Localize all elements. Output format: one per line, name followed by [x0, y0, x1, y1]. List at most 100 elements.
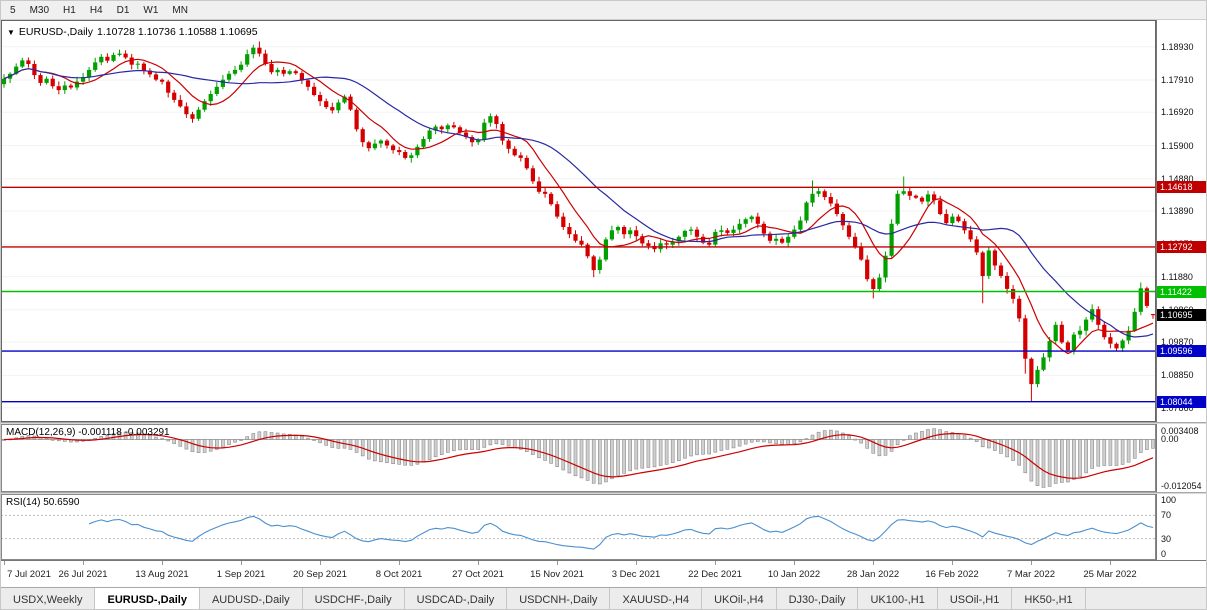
- date-axis[interactable]: 7 Jul 2021 26 Jul 2021 13 Aug 2021 1 Sep 20…: [1, 560, 1206, 587]
- date-tick: [715, 561, 716, 565]
- level-price-tag: 1.12792: [1157, 240, 1206, 253]
- price-tick-label: 1.08850: [1161, 370, 1194, 381]
- macd-name: MACD(12,26,9): [6, 427, 76, 438]
- rsi-plot[interactable]: RSI(14) 50.6590: [1, 494, 1156, 560]
- main-chart-panel: ▼ EURUSD-,Daily 1.10728 1.10736 1.10588 …: [1, 20, 1206, 422]
- date-tick: [873, 561, 874, 565]
- macd-axis-min: -0.012054: [1161, 481, 1202, 491]
- timeframe-m30[interactable]: M30: [29, 4, 50, 16]
- date-label: 28 Jan 2022: [846, 569, 900, 580]
- rsi-svg[interactable]: [1, 494, 1156, 560]
- date-label: 7 Mar 2022: [1006, 569, 1056, 580]
- date-label: 10 Jan 2022: [767, 569, 821, 580]
- macd-panel: MACD(12,26,9) -0.001118 -0.003291 0.0034…: [1, 424, 1206, 492]
- date-label: 15 Nov 2021: [530, 569, 584, 580]
- date-label: 8 Oct 2021: [375, 569, 423, 580]
- main-price-axis[interactable]: 1.18930 1.17910 1.16920 1.15900 1.14880 1.138…: [1156, 20, 1206, 422]
- tab-usoil-h1[interactable]: USOil-,H1: [937, 588, 1013, 609]
- price-tick-label: 1.16920: [1161, 107, 1194, 118]
- panel-splitter[interactable]: [1, 422, 1206, 424]
- tab-dj30-daily[interactable]: DJ30-,Daily: [776, 588, 859, 609]
- rsi-axis-label: 30: [1161, 533, 1172, 544]
- price-tick-label: 1.07860: [1161, 402, 1194, 413]
- date-tick: [241, 561, 242, 565]
- date-label: 27 Oct 2021: [452, 569, 504, 580]
- date-tick: [320, 561, 321, 565]
- date-label: 7 Jul 2021: [7, 569, 51, 580]
- tab-usdcnh-daily[interactable]: USDCNH-,Daily: [507, 588, 611, 609]
- timeframe-w1[interactable]: W1: [143, 4, 159, 16]
- date-tick: [952, 561, 953, 565]
- date-label: 26 Jul 2021: [58, 569, 108, 580]
- timeframe-mn[interactable]: MN: [172, 4, 188, 16]
- rsi-label: RSI(14) 50.6590: [6, 497, 79, 508]
- date-label: 16 Feb 2022: [925, 569, 979, 580]
- level-price-tag: 1.14618: [1157, 181, 1206, 194]
- price-tick-label: 1.18930: [1161, 41, 1194, 52]
- price-tick-label: 1.15900: [1161, 140, 1194, 151]
- timeframe-h4[interactable]: H4: [89, 4, 103, 16]
- rsi-panel: RSI(14) 50.6590 100 70 30 0: [1, 494, 1206, 560]
- rsi-name: RSI(14): [6, 497, 41, 508]
- chart-title: ▼ EURUSD-,Daily 1.10728 1.10736 1.10588 …: [7, 26, 258, 38]
- price-tick-label: 1.14880: [1161, 173, 1194, 184]
- chart-symbol-label: EURUSD-,Daily: [18, 26, 94, 38]
- tab-usdchf-daily[interactable]: USDCHF-,Daily: [302, 588, 405, 609]
- tab-uk100-h1[interactable]: UK100-,H1: [858, 588, 938, 609]
- tab-hk50-h1[interactable]: HK50-,H1: [1012, 588, 1086, 609]
- date-label: 22 Dec 2021: [688, 569, 742, 580]
- tab-usdx-weekly[interactable]: USDX,Weekly: [1, 588, 96, 609]
- timeframe-5[interactable]: 5: [10, 4, 16, 16]
- rsi-value: 50.6590: [43, 497, 80, 508]
- tab-audusd-daily[interactable]: AUDUSD-,Daily: [199, 588, 303, 609]
- date-tick: [162, 561, 163, 565]
- timeframe-h1[interactable]: H1: [63, 4, 76, 16]
- date-label: 13 Aug 2021: [135, 569, 189, 580]
- date-tick: [636, 561, 637, 565]
- main-chart-plot[interactable]: ▼ EURUSD-,Daily 1.10728 1.10736 1.10588 …: [1, 20, 1156, 422]
- chart-ohlc-values: 1.10728 1.10736 1.10588 1.10695: [97, 26, 258, 38]
- timeframe-d1[interactable]: D1: [116, 4, 130, 16]
- bottom-tab-bar: USDX,Weekly EURUSD-,Daily AUDUSD-,Daily USD…: [1, 587, 1206, 609]
- date-label: 25 Mar 2022: [1083, 569, 1137, 580]
- level-price-tag: 1.08044: [1157, 395, 1206, 408]
- tab-usdcad-daily[interactable]: USDCAD-,Daily: [404, 588, 508, 609]
- level-price-tag: 1.11422: [1157, 285, 1206, 298]
- macd-svg[interactable]: [1, 424, 1156, 492]
- date-tick: [83, 561, 84, 565]
- macd-values: -0.001118 -0.003291: [78, 427, 170, 438]
- date-tick: [1031, 561, 1032, 565]
- macd-label: MACD(12,26,9) -0.001118 -0.003291: [6, 427, 170, 438]
- price-tick-label: 1.13890: [1161, 206, 1194, 217]
- rsi-axis-label: 100: [1161, 495, 1177, 505]
- macd-axis-max: 0.003408: [1161, 426, 1199, 436]
- tab-ukoil-h4[interactable]: UKOil-,H4: [702, 588, 777, 609]
- rsi-axis[interactable]: 100 70 30 0: [1156, 494, 1206, 560]
- price-tick-label: 1.17910: [1161, 74, 1194, 85]
- date-tick: [557, 561, 558, 565]
- macd-axis-zero: 0.00: [1161, 434, 1179, 445]
- date-label: 20 Sep 2021: [293, 569, 347, 580]
- tab-xauusd-h4[interactable]: XAUUSD-,H4: [610, 588, 703, 609]
- tab-eurusd-daily[interactable]: EURUSD-,Daily: [95, 588, 200, 609]
- rsi-axis-label: 0: [1161, 549, 1167, 559]
- price-tick-label: 1.09870: [1161, 337, 1194, 348]
- rsi-axis-label: 70: [1161, 510, 1172, 521]
- date-tick: [794, 561, 795, 565]
- date-tick: [1110, 561, 1111, 565]
- macd-plot[interactable]: MACD(12,26,9) -0.001118 -0.003291: [1, 424, 1156, 492]
- price-tick-label: 1.11880: [1161, 271, 1193, 282]
- panel-splitter[interactable]: [1, 492, 1206, 494]
- macd-axis[interactable]: 0.003408 0.00 -0.012054: [1156, 424, 1206, 492]
- date-tick: [478, 561, 479, 565]
- date-label: 3 Dec 2021: [611, 569, 661, 580]
- date-tick: [4, 561, 5, 565]
- date-tick: [399, 561, 400, 565]
- current-price-tag: 1.10695: [1157, 309, 1206, 322]
- main-chart-svg[interactable]: [1, 20, 1156, 422]
- date-label: 1 Sep 2021: [216, 569, 266, 580]
- timeframe-toolbar: 5 M30 H1 H4 D1 W1 MN: [1, 1, 1206, 20]
- level-price-tag: 1.09596: [1157, 345, 1206, 358]
- symbol-dropdown-icon[interactable]: ▼: [7, 27, 15, 37]
